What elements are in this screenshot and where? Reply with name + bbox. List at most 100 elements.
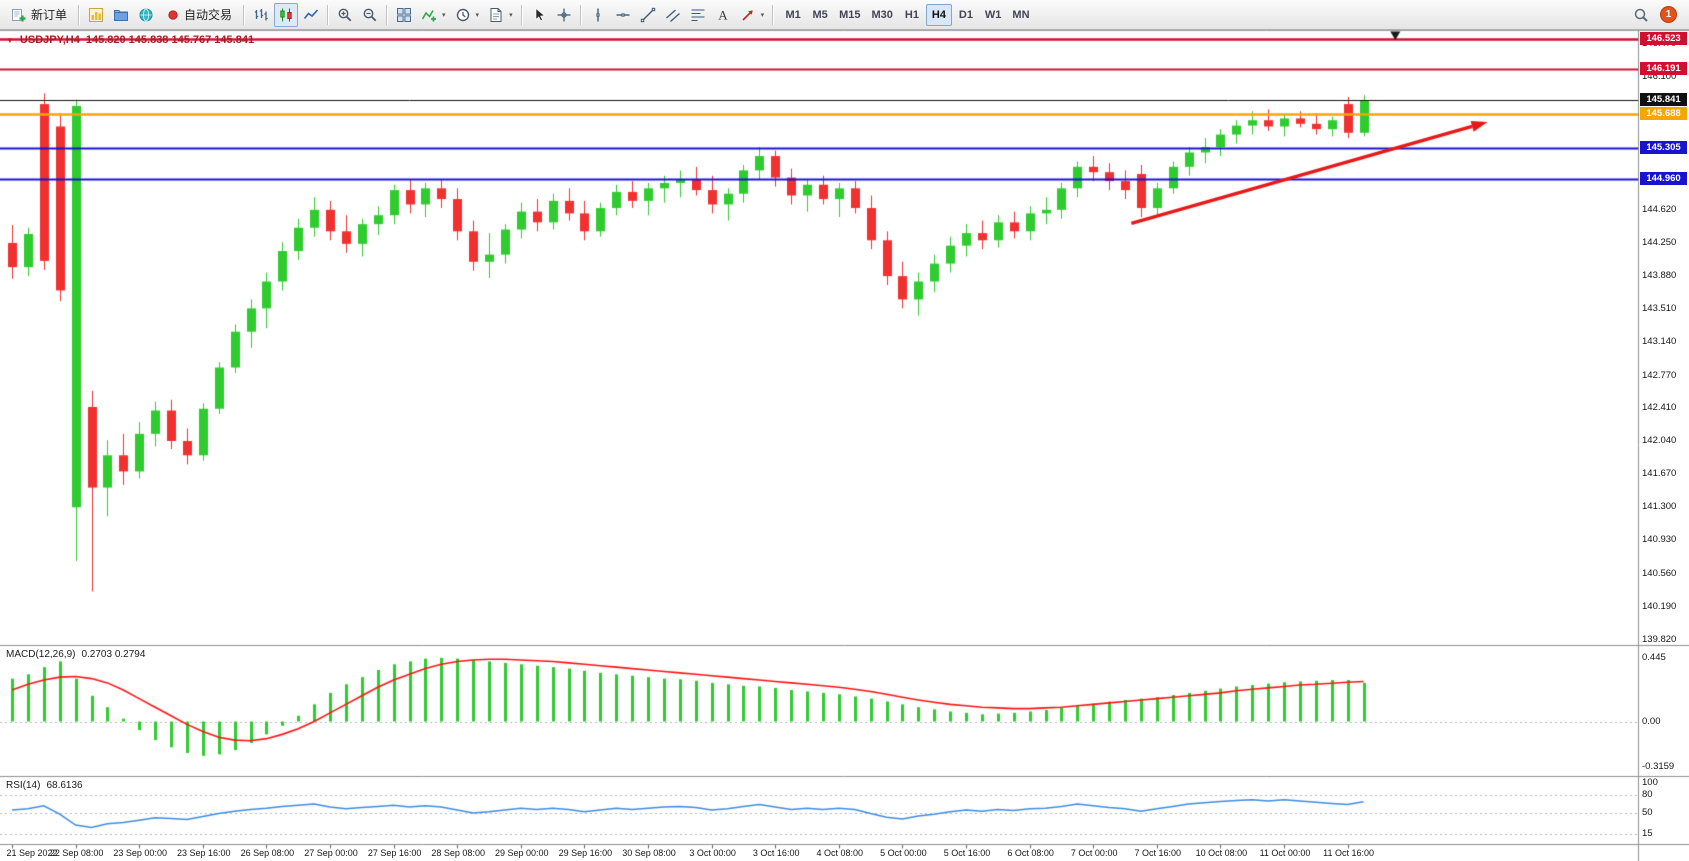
new-order-icon [12,8,26,21]
indicators-button[interactable]: ▾ [417,3,450,27]
periods-button[interactable]: ▾ [451,3,484,27]
time-axis-label: 6 Oct 08:00 [1007,848,1054,858]
market-watch-button[interactable] [134,3,158,27]
crosshair-icon [557,8,571,21]
timeframe-m5-button[interactable]: M5 [807,4,833,26]
zoom-out-button[interactable] [358,3,382,27]
rsi-scale-label: 15 [1642,828,1653,839]
notification-badge[interactable]: 1 [1660,6,1677,23]
text-tool-button[interactable]: A [711,3,735,27]
timeframe-h1-button[interactable]: H1 [899,4,925,26]
autotrading-button[interactable]: 自动交易 [159,3,239,27]
hline-price-tag: 146.191 [1640,62,1687,76]
toolbar-separator [243,4,246,25]
hline-price-tag: 145.305 [1640,141,1687,155]
timeframe-m30-button[interactable]: M30 [867,4,898,26]
price-axis-label: 142.410 [1642,401,1677,413]
time-axis-label: 30 Sep 08:00 [622,848,676,858]
toolbar: 新订单 自动交易 ▾ ▾ ▾ [0,0,1689,30]
time-axis-label: 5 Oct 16:00 [943,848,991,858]
text-tool-icon: A [718,7,728,22]
fibonacci-button[interactable] [686,3,710,27]
current-price-tag: 145.841 [1640,93,1687,107]
time-axis-label: 11 Oct 00:00 [1259,848,1311,858]
time-axis-label: 5 Oct 00:00 [880,848,927,858]
rsi-indicator-name: RSI(14) [6,780,41,791]
zoom-out-icon [363,8,377,21]
candlestick-chart-button[interactable] [274,2,299,27]
horizontal-line-icon [616,12,630,17]
search-button[interactable] [1629,3,1653,27]
vertical-line-button[interactable] [586,3,610,27]
price-axis-label: 140.190 [1642,600,1677,612]
bar-chart-button[interactable] [249,3,273,27]
toolbar-right: 1 [1629,3,1685,27]
price-axis-label: 141.670 [1642,468,1677,480]
timeframe-mn-button[interactable]: MN [1007,4,1034,26]
indicators-icon [421,9,437,21]
channel-button[interactable] [661,3,685,27]
time-axis-label: 3 Oct 00:00 [689,848,736,858]
price-axis-label: 144.620 [1642,203,1677,215]
macd-scale-label: 0.00 [1642,715,1661,727]
tile-windows-button[interactable] [392,3,416,27]
timeframe-d1-button[interactable]: D1 [953,4,979,26]
new-chart-button[interactable] [84,3,108,27]
price-axis-label: 140.930 [1642,534,1677,546]
chart-profiles-button[interactable] [109,3,133,27]
toolbar-separator [78,4,81,25]
toolbar-separator [772,4,775,25]
timeframe-m1-button[interactable]: M1 [780,4,806,26]
timeframe-m15-button[interactable]: M15 [834,4,865,26]
price-axis-label: 144.250 [1642,236,1677,248]
price-axis-label: 141.300 [1642,501,1677,513]
time-axis-label: 22 Sep 08:00 [49,848,104,858]
tile-windows-icon [397,7,412,22]
time-axis-label: 27 Sep 16:00 [367,848,422,858]
toolbar-separator [327,4,330,25]
price-axis-label: 143.880 [1642,270,1677,282]
time-axis-label: 29 Sep 00:00 [495,848,549,858]
new-chart-icon [89,7,104,22]
timeframe-h4-button[interactable]: H4 [925,3,952,26]
time-axis-label: 7 Oct 00:00 [1070,848,1118,858]
time-axis-label: 23 Sep 00:00 [113,848,167,858]
toolbar-separator [520,4,523,25]
price-axis-label: 142.770 [1642,369,1677,381]
rsi-scale-label: 100 [1642,777,1658,788]
crosshair-button[interactable] [552,3,576,27]
new-order-button[interactable]: 新订单 [4,3,74,27]
bar-chart-icon [254,8,268,20]
macd-pane-label: MACD(12,26,9) 0.2703 0.2794 [6,649,145,660]
macd-scale-label: 0.445 [1642,651,1666,663]
ohlc-values: 145.820 145.838 145.767 145.841 [85,34,255,46]
timeframe-w1-button[interactable]: W1 [980,4,1007,26]
horizontal-line-button[interactable] [611,3,635,27]
time-axis-label: 3 Oct 16:00 [752,848,800,858]
hline-price-tag: 145.688 [1640,107,1687,121]
time-axis-label: 28 Sep 08:00 [431,848,485,858]
price-axis-label: 146.100 [1642,71,1677,83]
rsi-scale-label: 50 [1642,807,1653,818]
time-axis-label: 29 Sep 16:00 [558,848,613,858]
time-axis-label: 4 Oct 08:00 [816,848,864,858]
price-axis-label: 142.040 [1642,434,1677,446]
price-axis-label: 139.820 [1642,633,1677,645]
arrow-tool-icon [742,9,753,21]
time-axis-label: 10 Oct 08:00 [1195,848,1248,858]
zoom-in-icon [338,8,352,21]
time-axis-label: 27 Sep 00:00 [304,848,358,858]
templates-button[interactable]: ▾ [484,3,517,27]
price-axis-label: 143.510 [1642,303,1677,315]
chevron-down-icon: ▾ [760,11,765,19]
trendline-button[interactable] [636,3,660,27]
zoom-in-button[interactable] [333,3,357,27]
cursor-button[interactable] [527,3,551,27]
line-chart-button[interactable] [299,3,323,27]
svg-text:A: A [718,7,728,22]
arrows-tool-button[interactable]: ▾ [736,3,769,27]
rsi-indicator-value: 68.6136 [46,780,83,791]
template-icon [490,7,502,22]
channel-icon [665,9,680,22]
